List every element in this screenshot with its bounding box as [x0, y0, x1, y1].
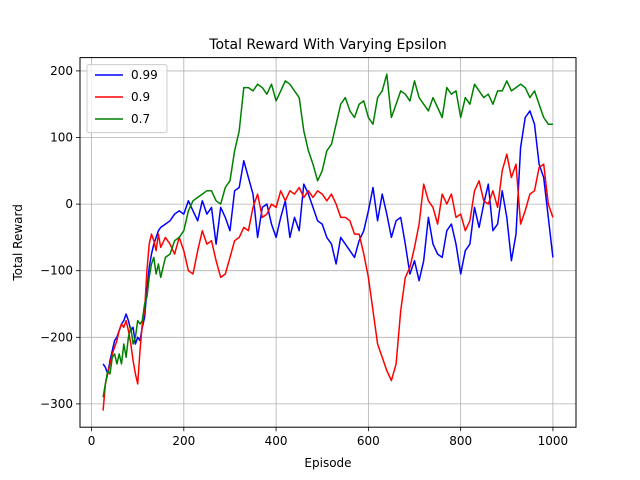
- x-tick-label-1: 200: [172, 434, 195, 448]
- y-tick-label-5: 200: [50, 64, 73, 78]
- x-axis-title: Episode: [304, 456, 351, 470]
- chart-title: Total Reward With Varying Epsilon: [208, 37, 446, 53]
- y-tick-label-2: −100: [40, 264, 73, 278]
- x-tick-label-3: 600: [357, 434, 380, 448]
- x-tick-label-5: 1000: [538, 434, 569, 448]
- y-axis-title: Total Reward: [11, 204, 25, 282]
- legend-box: [86, 64, 168, 134]
- legend-label-0: 0.99: [131, 68, 158, 82]
- x-tick-label-2: 400: [265, 434, 288, 448]
- series-lines: [102, 73, 554, 411]
- legend-label-1: 0.9: [131, 90, 150, 104]
- legend: 0.99 0.9 0.7: [86, 64, 168, 134]
- series-line-1: [102, 153, 554, 411]
- series-line-2: [102, 73, 553, 398]
- y-tick-label-4: 100: [50, 131, 73, 145]
- axis-ticks: 0 200 400 600 800 1000 −300 −200 −100 0 100 200: [40, 64, 568, 448]
- y-tick-label-1: −200: [40, 330, 73, 344]
- y-tick-label-0: −300: [40, 397, 73, 411]
- x-tick-label-4: 800: [449, 434, 472, 448]
- plot-frame: [79, 57, 577, 428]
- y-tick-label-3: 0: [65, 197, 73, 211]
- x-tick-label-0: 0: [88, 434, 96, 448]
- legend-label-2: 0.7: [131, 112, 150, 126]
